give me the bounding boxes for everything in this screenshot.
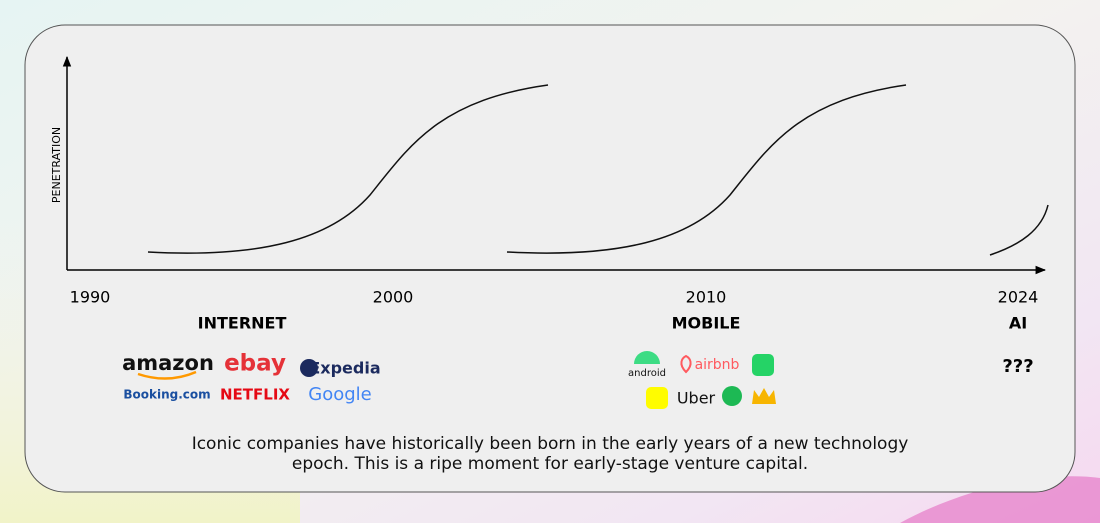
year-label: 1990 (70, 288, 111, 307)
logo-amazon: amazon (122, 351, 214, 375)
logo-android: android (628, 368, 666, 379)
adoption-curve (506, 84, 907, 254)
caption-line: Iconic companies have historically been … (192, 434, 909, 454)
panel (24, 24, 1076, 493)
logo-spotify (722, 386, 742, 406)
logo-snapchat (646, 387, 668, 409)
adoption-curve (989, 204, 1049, 256)
logo-smile (137, 370, 197, 380)
logo-uber: Uber (677, 389, 716, 408)
logo-airbnb: airbnb (695, 357, 740, 373)
year-label: 2010 (686, 288, 727, 307)
year-label: 2024 (998, 288, 1039, 307)
era-label: MOBILE (672, 314, 741, 333)
logo-king (752, 388, 776, 404)
logo-expedia: Expedia (309, 359, 380, 378)
logo-google: Google (308, 384, 371, 405)
logo-whatsapp (752, 354, 774, 376)
era-label: AI (1009, 314, 1027, 333)
logo-icon (680, 354, 692, 374)
caption-line: epoch. This is a ripe moment for early-s… (292, 454, 808, 474)
logo-netflix: NETFLIX (220, 386, 290, 404)
era-label: INTERNET (198, 314, 287, 333)
logo-booking: Booking.com (123, 388, 210, 402)
y-axis-label: PENETRATION (50, 127, 63, 203)
logo-icon (300, 359, 318, 377)
logo-ebay: ebay (224, 351, 286, 377)
ai-companies: ??? (1002, 356, 1033, 377)
logo-icon (634, 351, 660, 364)
adoption-curve (147, 84, 549, 254)
year-label: 2000 (373, 288, 414, 307)
